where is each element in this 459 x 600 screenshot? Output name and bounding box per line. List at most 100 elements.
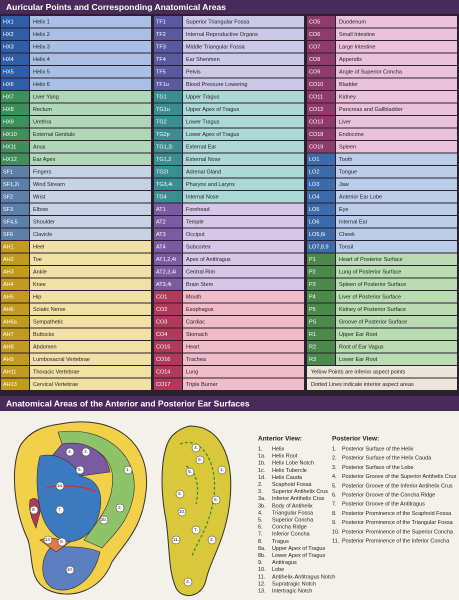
point-code: P5 — [309, 307, 316, 313]
point-code: TG2p — [156, 132, 170, 138]
code-cell — [154, 341, 182, 353]
ear-marker — [177, 507, 187, 517]
name-cell — [336, 66, 457, 78]
ear-marker — [65, 565, 75, 575]
point-code: AH9 — [3, 357, 14, 363]
point-name: Lung of Posterior Surface — [339, 270, 401, 276]
name-cell — [183, 91, 304, 103]
point-name: Brain Stem — [186, 282, 214, 288]
item-number: 13. — [258, 588, 266, 594]
point-code: LO3 — [309, 182, 319, 188]
item-number: 11. — [332, 538, 340, 544]
point-name: Internal Ear — [339, 220, 368, 226]
code-cell — [307, 303, 335, 315]
point-name: Bladder — [339, 82, 358, 88]
code-cell — [154, 191, 182, 203]
point-name: Triple Burner — [186, 382, 218, 388]
point-code: CO11 — [309, 95, 323, 101]
code-cell — [1, 291, 29, 303]
code-cell — [1, 266, 29, 278]
point-code: R2 — [309, 345, 316, 351]
name-cell — [30, 266, 151, 278]
point-code: CO15 — [156, 345, 170, 351]
name-cell — [30, 278, 151, 290]
code-cell — [307, 166, 335, 178]
point-name: Subcortex — [186, 245, 211, 251]
point-name: Lumbosacral Vertebrae — [33, 357, 90, 363]
item-number: 6. — [332, 492, 337, 498]
point-name: Wrist — [33, 195, 46, 201]
point-name: Helix 6 — [33, 82, 50, 88]
point-name: Liver — [339, 120, 351, 126]
ear-marker — [211, 495, 221, 505]
code-cell — [1, 353, 29, 365]
item-number: 8. — [258, 539, 263, 545]
name-cell — [336, 178, 457, 190]
code-cell — [1, 16, 29, 28]
ear-marker — [171, 535, 181, 545]
code-cell — [1, 166, 29, 178]
name-cell — [336, 228, 457, 240]
code-cell — [307, 103, 335, 115]
point-code: HX8 — [3, 107, 14, 113]
point-code: P3 — [309, 282, 316, 288]
code-cell — [154, 353, 182, 365]
point-name: Superior Triangular Fossa — [186, 20, 250, 26]
ear-marker — [75, 465, 85, 475]
point-code: CO16 — [156, 357, 170, 363]
point-name: Helix 4 — [33, 57, 50, 63]
item-number: 1. — [258, 446, 263, 452]
code-cell — [307, 241, 335, 253]
name-cell — [336, 303, 457, 315]
code-cell — [307, 278, 335, 290]
code-cell — [1, 191, 29, 203]
point-name: Internal Nose — [186, 195, 219, 201]
point-name: Elbow — [33, 207, 48, 213]
item-label: Posterior Surface of the Helix Cauda — [342, 456, 432, 462]
point-code: CO10 — [309, 82, 323, 88]
ear-title-bar — [0, 396, 459, 411]
name-cell — [183, 291, 304, 303]
name-cell — [30, 291, 151, 303]
point-code: AH6 — [3, 307, 14, 313]
point-code: R1 — [309, 332, 316, 338]
code-cell — [154, 328, 182, 340]
name-cell — [30, 28, 151, 40]
point-code: CO14 — [156, 370, 170, 376]
ear-marker-label: 4. — [194, 445, 198, 450]
code-cell — [1, 116, 29, 128]
item-number: 4. — [258, 510, 263, 516]
item-number: 1. — [332, 446, 337, 452]
point-code: P4 — [309, 295, 316, 301]
point-name: Central Rim — [186, 270, 215, 276]
code-cell — [154, 128, 182, 140]
name-cell — [183, 253, 304, 265]
point-name: Apex of Antitragus — [186, 257, 231, 263]
point-code: HX11 — [3, 145, 16, 151]
item-number: 4. — [332, 474, 337, 480]
code-cell — [307, 78, 335, 90]
point-code: AH1 — [3, 245, 14, 251]
point-name: Urethra — [33, 120, 52, 126]
point-name: Large Intestine — [339, 45, 375, 51]
point-name: Toe — [33, 257, 42, 263]
name-cell — [183, 153, 304, 165]
name-cell — [336, 128, 457, 140]
point-name: Shoulder — [33, 220, 55, 226]
code-cell — [307, 91, 335, 103]
ear-marker-label: 8. — [32, 507, 36, 512]
item-label: Posterior Prominence of the Superior Con… — [342, 529, 454, 535]
point-name: Lower Tragus — [186, 120, 220, 126]
code-cell — [154, 241, 182, 253]
point-code: HX9 — [3, 120, 14, 126]
point-code: AT1 — [156, 207, 166, 213]
code-cell — [154, 216, 182, 228]
code-cell — [1, 328, 29, 340]
ear-marker — [207, 535, 217, 545]
item-number: 9. — [332, 520, 337, 526]
code-cell — [154, 66, 182, 78]
point-code: AH8 — [3, 345, 14, 351]
name-cell — [30, 378, 151, 390]
code-cell — [154, 266, 182, 278]
item-label: Helix Lobe Notch — [272, 461, 314, 467]
